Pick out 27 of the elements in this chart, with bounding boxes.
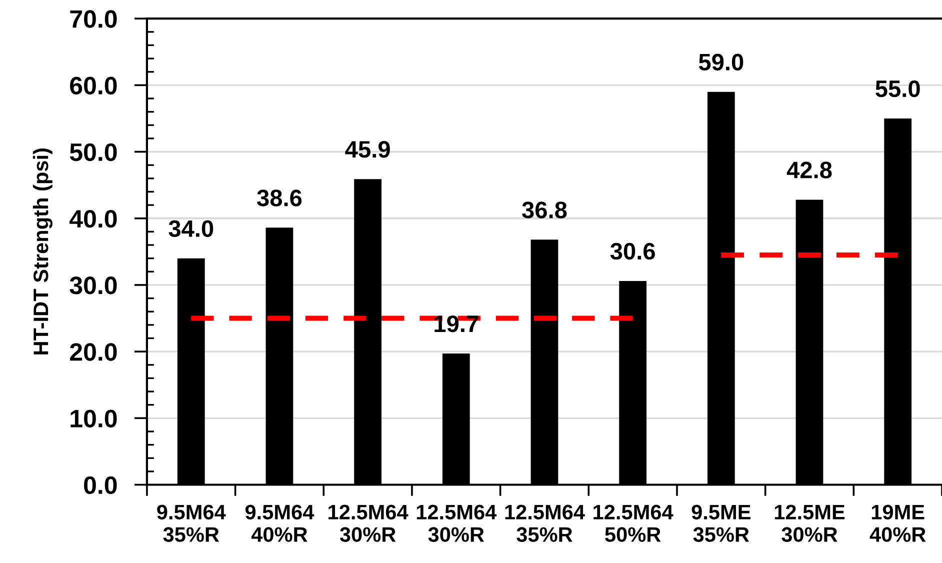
data-label: 55.0 [876, 80, 920, 98]
x-tick-label: 12.5ME 30%R [774, 504, 845, 542]
y-tick-label: 20.0 [70, 343, 117, 361]
x-tick-label: 12.5M64 35%R [505, 504, 585, 542]
x-tick-label: 9.5M64 35%R [157, 504, 226, 542]
y-tick-label: 50.0 [70, 143, 117, 162]
x-tick-label: 19ME 40%R [870, 504, 926, 542]
x-tick-label: 12.5M64 50%R [594, 504, 674, 542]
data-label: 45.9 [345, 141, 390, 158]
y-tick-label: 70.0 [70, 10, 117, 28]
data-label: 34.0 [168, 220, 214, 238]
y-axis-title: HT-IDT Strength (psi) [32, 148, 52, 354]
data-label: 30.6 [610, 242, 655, 260]
data-label: 36.8 [522, 202, 567, 218]
y-tick-label: 0.0 [84, 476, 117, 494]
x-tick-label: 9.5ME 35%R [692, 504, 750, 542]
y-tick-label: 40.0 [70, 210, 117, 228]
x-tick-label: 9.5M64 40%R [245, 504, 314, 542]
x-tick-label: 12.5M64 30%R [416, 504, 497, 542]
data-label: 38.6 [257, 190, 302, 206]
y-tick-label: 60.0 [70, 76, 117, 94]
y-tick-label: 10.0 [70, 410, 117, 428]
data-label: 42.8 [786, 162, 832, 178]
data-label: 59.0 [698, 54, 744, 70]
x-tick-label: 12.5M64 30%R [328, 504, 408, 542]
y-tick-label: 30.0 [70, 276, 117, 294]
data-label: 19.7 [434, 316, 478, 332]
